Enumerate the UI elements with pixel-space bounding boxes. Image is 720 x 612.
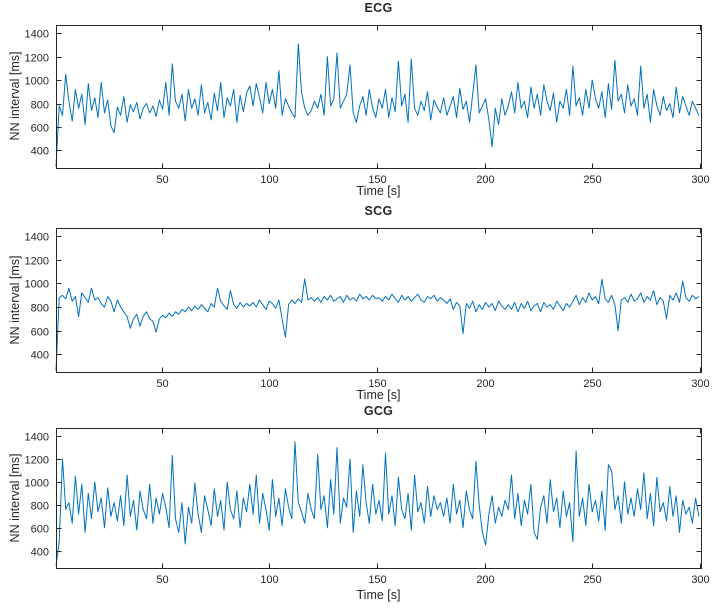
svg-text:400: 400 [31,547,49,559]
gcg-title: GCG [363,404,394,418]
svg-text:100: 100 [260,378,278,390]
svg-text:1200: 1200 [25,256,49,268]
svg-text:300: 300 [691,378,709,390]
svg-text:1200: 1200 [25,455,49,467]
svg-text:1200: 1200 [25,53,49,65]
svg-text:600: 600 [31,327,49,339]
chart-canvas-1: 50 100 150 200 250 300 400 600 800 1000 1200 1400 [25,228,710,390]
chart-canvas-2: 50 100 150 200 250 300 400 600 800 1000 1200 1400 [25,428,710,586]
scg-title: SCG [364,204,393,218]
svg-text:300: 300 [691,174,709,186]
svg-text:50: 50 [156,378,168,390]
svg-text:1000: 1000 [25,279,49,291]
scg-y-axis-label: NN interval [ms] [8,255,22,345]
svg-text:400: 400 [31,350,49,362]
subplot-ecg: 50 100 150 200 250 300 400 600 800 1000 1200 1400 E… [0,0,720,203]
svg-text:250: 250 [583,378,601,390]
svg-text:600: 600 [31,123,49,135]
svg-text:50: 50 [156,174,168,186]
subplot-gcg: 50 100 150 200 250 300 400 600 800 1000 1200 1400 G… [0,403,720,612]
ecg-y-axis-label: NN interval [ms] [8,51,22,141]
svg-text:150: 150 [368,378,386,390]
svg-text:250: 250 [583,574,601,586]
svg-text:1400: 1400 [25,232,49,244]
svg-text:1400: 1400 [25,432,49,444]
subplot-scg: 50 100 150 200 250 300 400 600 800 1000 1200 1400 S… [0,203,720,408]
svg-text:150: 150 [368,574,386,586]
svg-text:400: 400 [31,146,49,158]
svg-text:800: 800 [31,100,49,112]
svg-text:150: 150 [368,174,386,186]
svg-text:800: 800 [31,303,49,315]
ecg-x-axis-label: Time [s] [356,184,401,198]
svg-text:1400: 1400 [25,29,49,41]
scg-x-axis-label: Time [s] [356,388,401,402]
ecg-title: ECG [364,1,393,15]
svg-text:100: 100 [260,574,278,586]
svg-text:800: 800 [31,501,49,513]
svg-text:200: 200 [476,574,494,586]
svg-text:600: 600 [31,524,49,536]
svg-text:200: 200 [476,174,494,186]
svg-text:300: 300 [691,574,709,586]
svg-text:200: 200 [476,378,494,390]
svg-text:100: 100 [260,174,278,186]
svg-text:1000: 1000 [25,76,49,88]
gcg-x-axis-label: Time [s] [356,588,401,602]
svg-text:50: 50 [156,574,168,586]
svg-text:250: 250 [583,174,601,186]
chart-canvas-0: 50 100 150 200 250 300 400 600 800 1000 1200 1400 [25,25,710,186]
gcg-y-axis-label: NN interval [ms] [8,453,22,543]
svg-text:1000: 1000 [25,478,49,490]
